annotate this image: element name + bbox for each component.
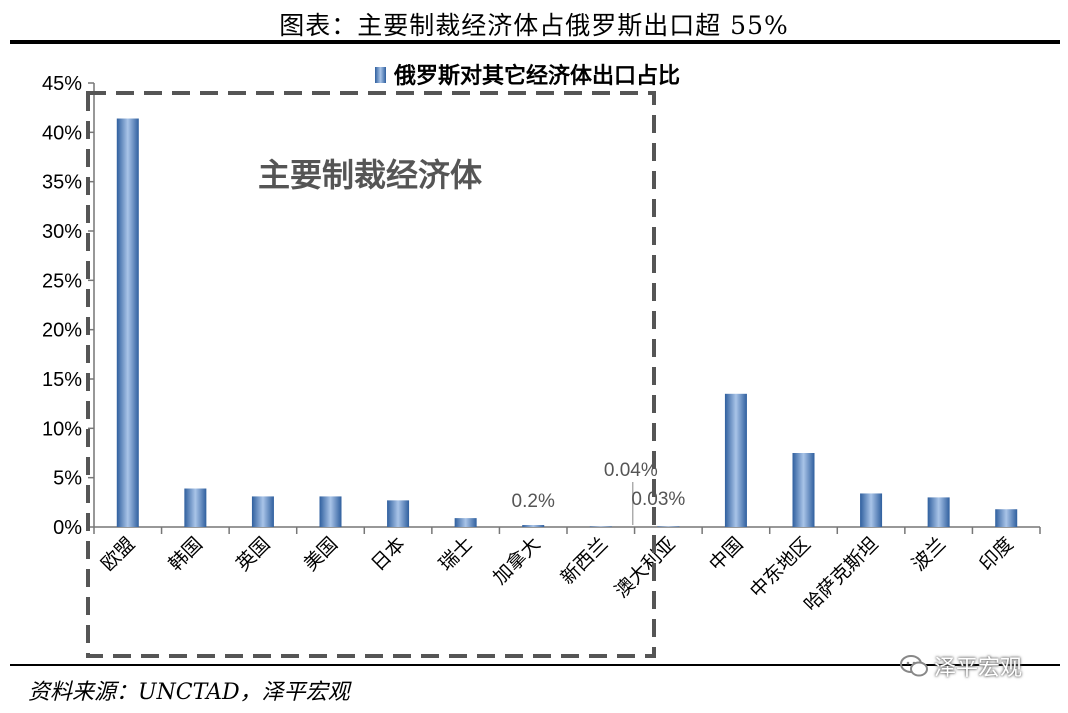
chart-title: 图表：主要制裁经济体占俄罗斯出口超 55% — [279, 11, 789, 40]
y-tick-label: 10% — [42, 418, 82, 440]
sanctions-group-box — [86, 91, 656, 658]
bar-0 — [116, 118, 139, 528]
bar-4 — [387, 500, 410, 527]
bar-5 — [454, 518, 477, 527]
category-label: 加拿大 — [488, 532, 545, 589]
y-tick-label: 25% — [42, 270, 82, 292]
legend-swatch — [375, 67, 386, 83]
y-tick-label: 15% — [42, 369, 82, 391]
watermark-text: 泽平宏观 — [934, 656, 1023, 681]
bar-10 — [792, 453, 815, 527]
title-rule — [10, 40, 1060, 44]
category-label: 澳大利亚 — [611, 533, 680, 602]
y-tick-label: 5% — [53, 468, 82, 490]
y-tick-label: 45% — [42, 73, 82, 95]
category-label: 瑞士 — [435, 533, 477, 575]
source-note: 资料来源：UNCTAD，泽平宏观 — [28, 680, 350, 705]
data-labels: 0.2% 0.04% 0.03% — [512, 460, 685, 525]
category-label: 英国 — [232, 533, 274, 575]
bars — [116, 118, 1018, 528]
sanctions-group-label: 主要制裁经济体 — [258, 156, 482, 194]
data-label: 0.04% — [604, 460, 658, 481]
category-label: 印度 — [975, 533, 1017, 575]
category-label: 新西兰 — [556, 533, 612, 589]
category-label: 美国 — [300, 533, 342, 575]
bar-8 — [657, 526, 680, 527]
watermark: 泽平宏观 — [900, 650, 1022, 682]
category-label: 韩国 — [164, 533, 206, 575]
data-label: 0.2% — [512, 491, 555, 512]
legend-label: 俄罗斯对其它经济体出口占比 — [393, 63, 680, 89]
bar-9 — [724, 393, 747, 527]
category-label: 日本 — [367, 533, 409, 575]
y-ticks: 0% 5% 10% 15% 20% 25% 30% 35% 40% 45% — [42, 73, 94, 539]
bar-2 — [251, 496, 274, 527]
chart-legend: 俄罗斯对其它经济体出口占比 — [375, 63, 680, 89]
category-label: 波兰 — [908, 533, 950, 575]
y-tick-label: 0% — [53, 517, 82, 539]
y-tick-label: 40% — [42, 122, 82, 144]
bar-7 — [589, 526, 612, 527]
y-tick-label: 30% — [42, 221, 82, 243]
x-ticks — [93, 527, 1041, 534]
bar-12 — [927, 497, 950, 527]
y-tick-label: 20% — [42, 320, 82, 342]
footer-rule — [10, 664, 1060, 666]
data-label: 0.03% — [631, 489, 685, 510]
y-tick-label: 35% — [42, 172, 82, 194]
category-label: 中国 — [705, 533, 747, 575]
bar-11 — [860, 493, 883, 527]
category-label: 中东地区 — [746, 533, 815, 602]
category-label: 哈萨克斯坦 — [800, 533, 883, 616]
wechat-icon — [900, 655, 928, 677]
bar-3 — [319, 496, 342, 527]
category-label: 欧盟 — [97, 533, 139, 575]
bar-1 — [184, 488, 207, 527]
bar-6 — [522, 525, 545, 527]
bar-13 — [995, 509, 1018, 527]
